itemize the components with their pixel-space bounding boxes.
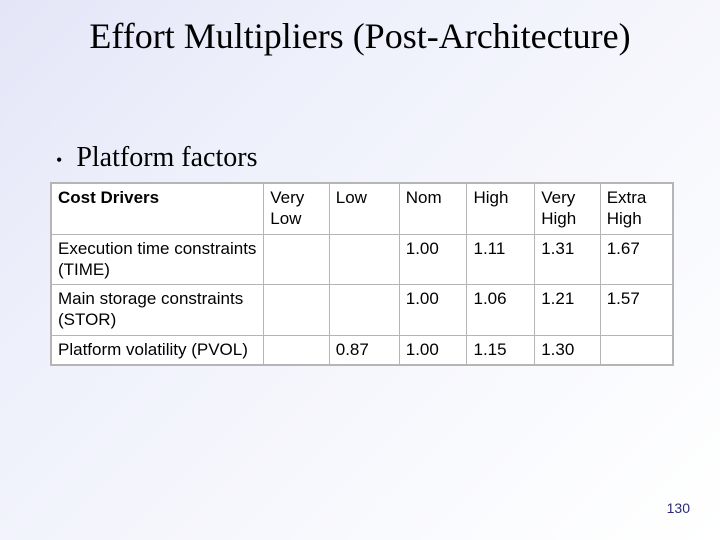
col-high: High <box>467 184 535 235</box>
cell: 1.30 <box>535 335 600 364</box>
bullet-item: • Platform factors <box>56 142 257 174</box>
platform-factors-table: Cost Drivers Very Low Low Nom High Very … <box>50 182 674 366</box>
cell: 1.06 <box>467 285 535 336</box>
cell: 1.67 <box>600 234 672 285</box>
cell: 1.15 <box>467 335 535 364</box>
cell <box>264 285 329 336</box>
col-very-high: Very High <box>535 184 600 235</box>
table-row: Execution time constraints (TIME) 1.00 1… <box>52 234 673 285</box>
cell: 1.57 <box>600 285 672 336</box>
cell: 1.31 <box>535 234 600 285</box>
table-header-row: Cost Drivers Very Low Low Nom High Very … <box>52 184 673 235</box>
bullet-text: Platform factors <box>76 142 257 174</box>
col-low: Low <box>329 184 399 235</box>
cell: 1.00 <box>399 234 467 285</box>
cell: 1.00 <box>399 335 467 364</box>
cell: 1.11 <box>467 234 535 285</box>
cell <box>264 234 329 285</box>
page-number: 130 <box>667 500 690 516</box>
cell: 0.87 <box>329 335 399 364</box>
cell <box>329 234 399 285</box>
cell <box>329 285 399 336</box>
col-cost-drivers: Cost Drivers <box>52 184 264 235</box>
cell-label: Platform volatility (PVOL) <box>52 335 264 364</box>
slide-title: Effort Multipliers (Post-Architecture) <box>0 16 720 57</box>
table-row: Main storage constraints (STOR) 1.00 1.0… <box>52 285 673 336</box>
table-row: Platform volatility (PVOL) 0.87 1.00 1.1… <box>52 335 673 364</box>
cell <box>264 335 329 364</box>
cell <box>600 335 672 364</box>
cell-label: Main storage constraints (STOR) <box>52 285 264 336</box>
col-very-low: Very Low <box>264 184 329 235</box>
cell: 1.21 <box>535 285 600 336</box>
cell-label: Execution time constraints (TIME) <box>52 234 264 285</box>
col-nom: Nom <box>399 184 467 235</box>
slide: Effort Multipliers (Post-Architecture) •… <box>0 0 720 540</box>
col-extra-high: Extra High <box>600 184 672 235</box>
bullet-dot-icon: • <box>56 150 62 171</box>
cell: 1.00 <box>399 285 467 336</box>
